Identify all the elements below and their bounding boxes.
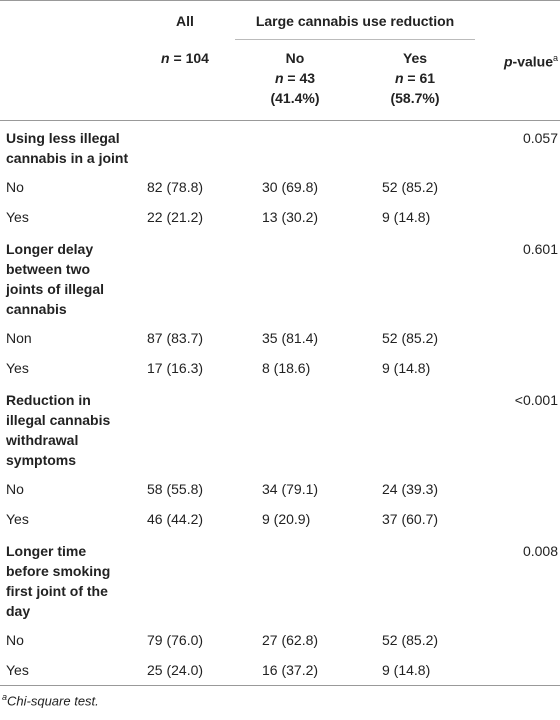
footnote-mark: a (553, 52, 559, 63)
cell: 30 (69.8) (262, 179, 319, 195)
p-value: <0.001 (514, 392, 559, 408)
n-symbol: n (161, 49, 170, 66)
cell (475, 172, 560, 202)
cell: 17 (16.3) (147, 360, 204, 376)
section-label: Longer time before smoking first joint o… (6, 543, 111, 619)
cell: 82 (78.8) (147, 179, 204, 195)
n-value: = 43 (287, 70, 316, 86)
data-row: Non 87 (83.7) 35 (81.4) 52 (85.2) (0, 323, 560, 353)
cell (235, 121, 355, 173)
data-row: Yes 46 (44.2) 9 (20.9) 37 (60.7) (0, 504, 560, 534)
header-row: All Large cannabis use reduction (0, 0, 560, 40)
cell (475, 202, 560, 232)
cell: 34 (79.1) (262, 481, 319, 497)
percent: (41.4%) (270, 90, 320, 106)
cell (235, 383, 355, 474)
cell (475, 655, 560, 686)
cell: 87 (83.7) (147, 330, 204, 346)
cell (355, 534, 475, 625)
cell: 9 (14.8) (382, 662, 431, 678)
n-symbol: n (274, 70, 284, 86)
section-row: Longer delay between two joints of illeg… (0, 232, 560, 323)
section-label: Reduction in illegal cannabis withdrawal… (6, 392, 111, 468)
data-row: Yes 22 (21.2) 13 (30.2) 9 (14.8) (0, 202, 560, 232)
cell: 27 (62.8) (262, 632, 319, 648)
data-row: Yes 25 (24.0) 16 (37.2) 9 (14.8) (0, 655, 560, 686)
cell (135, 121, 235, 173)
data-row: No 79 (76.0) 27 (62.8) 52 (85.2) (0, 625, 560, 655)
data-row: Yes 17 (16.3) 8 (18.6) 9 (14.8) (0, 353, 560, 383)
row-label: Yes (6, 511, 29, 527)
cell (475, 625, 560, 655)
cell (135, 383, 235, 474)
cell (235, 534, 355, 625)
cell: 16 (37.2) (262, 662, 319, 678)
footnote-text: Chi-square test. (7, 693, 99, 709)
cell (475, 474, 560, 504)
cell: 58 (55.8) (147, 481, 204, 497)
row-label: Non (6, 330, 32, 346)
row-label: No (6, 632, 24, 648)
cell (355, 121, 475, 173)
cell: 46 (44.2) (147, 511, 204, 527)
header-title: No (285, 50, 305, 66)
section-row: Using less illegal cannabis in a joint 0.… (0, 121, 560, 173)
cell: 13 (30.2) (262, 209, 319, 225)
cell: 9 (14.8) (382, 209, 431, 225)
cell (355, 383, 475, 474)
cell: 52 (85.2) (382, 632, 439, 648)
cell (475, 353, 560, 383)
cell: 25 (24.0) (147, 662, 204, 678)
cell: 22 (21.2) (147, 209, 204, 225)
row-label: Yes (6, 662, 29, 678)
row-label: Yes (6, 209, 29, 225)
header-cell: No n = 43 (41.4%) (235, 39, 355, 121)
cell (475, 504, 560, 534)
p-symbol: p (503, 53, 513, 70)
row-label: No (6, 179, 24, 195)
header-cell: p-valuea (475, 39, 560, 121)
cell: 37 (60.7) (382, 511, 439, 527)
cell: 79 (76.0) (147, 632, 204, 648)
cell: 52 (85.2) (382, 330, 439, 346)
n-symbol: n (394, 70, 404, 86)
data-row: No 82 (78.8) 30 (69.8) 52 (85.2) (0, 172, 560, 202)
p-text: -value (512, 53, 553, 70)
cell: 9 (14.8) (382, 360, 431, 376)
p-value: 0.057 (522, 130, 559, 146)
section-label: Using less illegal cannabis in a joint (6, 130, 129, 166)
header-cell: n = 104 (135, 39, 235, 121)
group-header: Large cannabis use reduction (235, 0, 476, 40)
section-label: Longer delay between two joints of illeg… (6, 241, 105, 317)
header-title: Yes (402, 50, 428, 66)
header-row: n = 104 No n = 43 (41.4%) Yes n = 61 (58.7%… (0, 39, 560, 121)
table-body: Using less illegal cannabis in a joint 0.… (0, 121, 560, 686)
cell: 52 (85.2) (382, 179, 439, 195)
header-cell: Yes n = 61 (58.7%) (355, 39, 476, 121)
cell (135, 232, 235, 323)
data-row: No 58 (55.8) 34 (79.1) 24 (39.3) (0, 474, 560, 504)
p-value: 0.008 (522, 543, 559, 559)
footnote: aChi-square test. (0, 686, 560, 714)
cell: 35 (81.4) (262, 330, 319, 346)
cell (355, 232, 475, 323)
n-value: = 61 (58.7%) (390, 70, 440, 106)
cell (475, 323, 560, 353)
header-cell: All (176, 13, 194, 29)
section-row: Longer time before smoking first joint o… (0, 534, 560, 625)
row-label: No (6, 481, 24, 497)
results-table: All Large cannabis use reduction n = 104… (0, 0, 560, 686)
cell: 9 (20.9) (262, 511, 311, 527)
n-value: = 104 (173, 49, 209, 66)
cell (135, 534, 235, 625)
footnote-mark: a (2, 692, 8, 702)
cell (235, 232, 355, 323)
p-value: 0.601 (522, 241, 559, 257)
cell: 24 (39.3) (382, 481, 439, 497)
row-label: Yes (6, 360, 29, 376)
cell: 8 (18.6) (262, 360, 311, 376)
section-row: Reduction in illegal cannabis withdrawal… (0, 383, 560, 474)
